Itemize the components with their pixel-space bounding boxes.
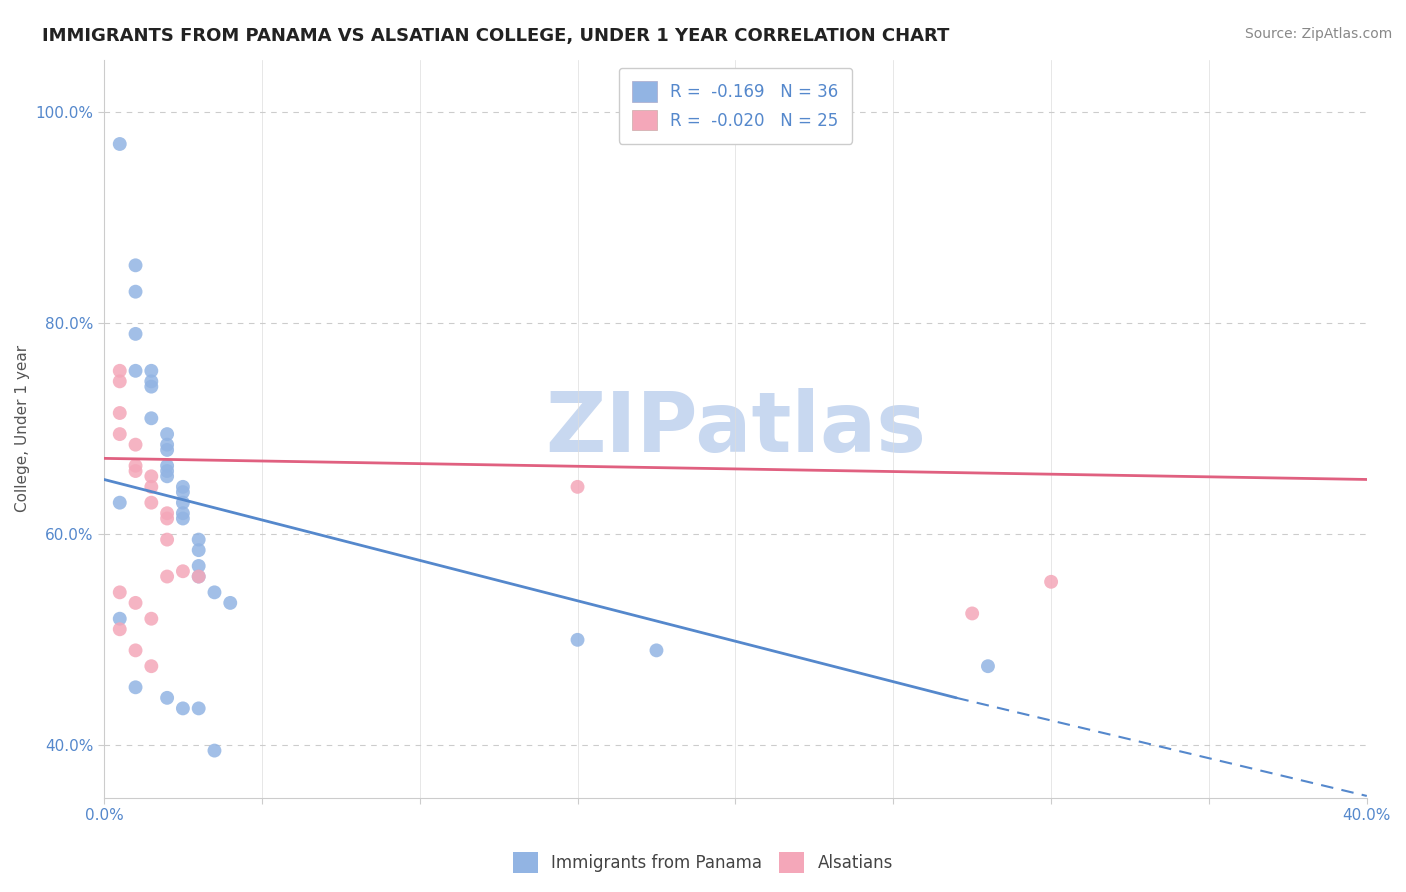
Text: Source: ZipAtlas.com: Source: ZipAtlas.com: [1244, 27, 1392, 41]
Point: [156, 437, 179, 451]
Point: [141, 612, 163, 626]
Point: [124, 258, 146, 272]
Point: [124, 681, 146, 695]
Point: [108, 136, 131, 151]
Point: [108, 375, 131, 389]
Legend: R =  -0.169   N = 36, R =  -0.020   N = 25: R = -0.169 N = 36, R = -0.020 N = 25: [619, 68, 852, 144]
Point: [172, 511, 194, 525]
Point: [960, 607, 983, 621]
Point: [172, 480, 194, 494]
Point: [124, 364, 146, 378]
Point: [172, 564, 194, 578]
Legend: Immigrants from Panama, Alsatians: Immigrants from Panama, Alsatians: [506, 846, 900, 880]
Point: [108, 496, 131, 510]
Point: [187, 569, 209, 583]
Point: [141, 659, 163, 673]
Text: IMMIGRANTS FROM PANAMA VS ALSATIAN COLLEGE, UNDER 1 YEAR CORRELATION CHART: IMMIGRANTS FROM PANAMA VS ALSATIAN COLLE…: [42, 27, 949, 45]
Point: [172, 485, 194, 500]
Point: [567, 480, 589, 494]
Point: [141, 480, 163, 494]
Point: [124, 458, 146, 473]
Point: [187, 533, 209, 547]
Point: [141, 469, 163, 483]
Point: [1040, 574, 1063, 589]
Point: [156, 506, 179, 520]
Point: [187, 543, 209, 558]
Point: [156, 469, 179, 483]
Point: [108, 364, 131, 378]
Point: [172, 701, 194, 715]
Point: [204, 585, 226, 599]
Point: [977, 659, 1000, 673]
Point: [124, 437, 146, 451]
Point: [124, 596, 146, 610]
Point: [156, 690, 179, 705]
Point: [108, 406, 131, 420]
Point: [187, 701, 209, 715]
Point: [204, 743, 226, 757]
Point: [141, 379, 163, 393]
Point: [187, 569, 209, 583]
Point: [124, 464, 146, 478]
Point: [156, 442, 179, 457]
Point: [172, 506, 194, 520]
Point: [645, 643, 668, 657]
Point: [156, 511, 179, 525]
Point: [156, 427, 179, 442]
Point: [141, 496, 163, 510]
Point: [156, 458, 179, 473]
Point: [156, 464, 179, 478]
Point: [141, 411, 163, 425]
Point: [156, 533, 179, 547]
Point: [124, 285, 146, 299]
Y-axis label: College, Under 1 year: College, Under 1 year: [15, 345, 30, 512]
Point: [141, 375, 163, 389]
Point: [108, 612, 131, 626]
Point: [187, 559, 209, 574]
Text: ZIPatlas: ZIPatlas: [546, 388, 927, 469]
Point: [124, 643, 146, 657]
Point: [172, 496, 194, 510]
Point: [108, 427, 131, 442]
Point: [567, 632, 589, 647]
Point: [219, 596, 242, 610]
Point: [124, 326, 146, 341]
Point: [156, 569, 179, 583]
Point: [108, 622, 131, 636]
Point: [141, 364, 163, 378]
Point: [108, 585, 131, 599]
